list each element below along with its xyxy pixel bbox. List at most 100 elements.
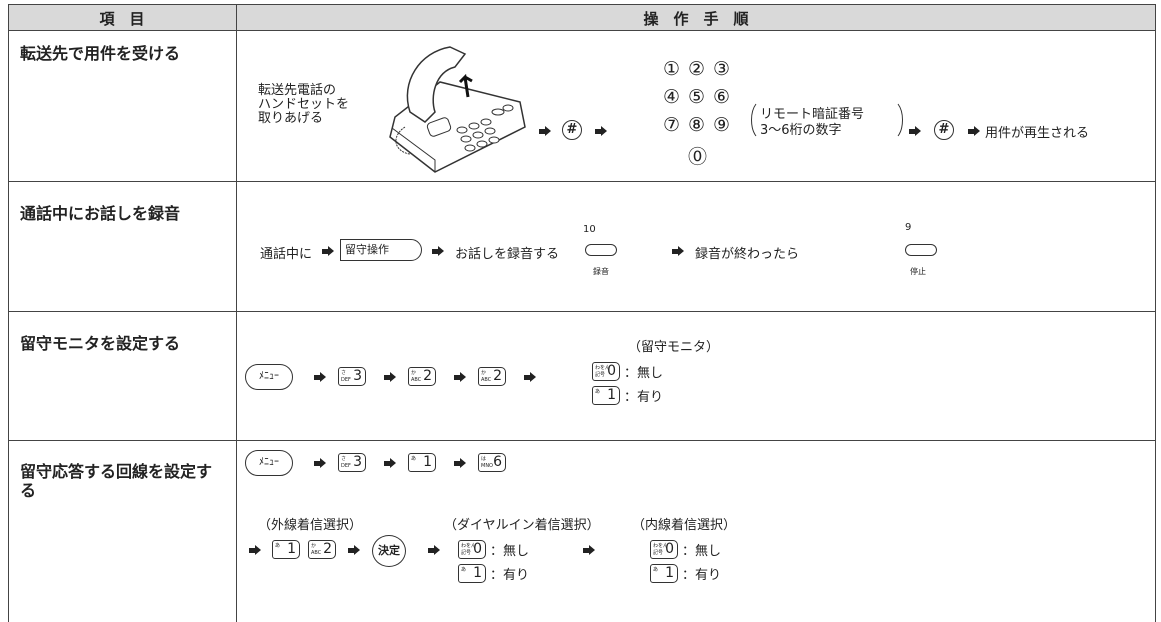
key-main: 2 bbox=[323, 541, 332, 557]
key-sub: MNO bbox=[481, 463, 493, 469]
text: ：無し bbox=[490, 544, 530, 559]
digit: ⑧ bbox=[688, 114, 706, 136]
key-main: 0 bbox=[665, 541, 674, 557]
row-label: 通話中にお話しを録音 bbox=[20, 204, 181, 223]
key-sub: 記号 bbox=[653, 550, 664, 556]
text: 録音が終わったら bbox=[695, 247, 800, 262]
text: 通話中に bbox=[260, 247, 313, 262]
digit: ① bbox=[663, 58, 681, 80]
header-bg bbox=[8, 4, 1155, 30]
row-divider bbox=[8, 181, 1155, 182]
digit: ⑨ bbox=[713, 114, 731, 136]
key-main: 3 bbox=[353, 368, 362, 384]
stop-button bbox=[905, 244, 937, 256]
text: ハンドセットを bbox=[258, 97, 350, 112]
row-label: 留守モニタを設定する bbox=[20, 334, 181, 353]
row-divider bbox=[8, 30, 1155, 31]
row-divider bbox=[8, 311, 1155, 312]
key: は MNO 6 bbox=[478, 453, 506, 472]
text: 停止 bbox=[910, 267, 926, 276]
digit: ⓪ bbox=[688, 146, 708, 168]
hash-key: # bbox=[562, 120, 582, 140]
key-main: 0 bbox=[473, 541, 482, 557]
text: （内線着信選択） bbox=[632, 518, 737, 533]
digit: ⑦ bbox=[663, 114, 681, 136]
key-main: 1 bbox=[473, 565, 482, 581]
key-kana: あ bbox=[411, 456, 417, 462]
menu-key: ﾒﾆｭｰ bbox=[245, 450, 293, 476]
row-divider bbox=[8, 440, 1155, 441]
header-item: 項 目 bbox=[99, 10, 145, 28]
key-kana: あ bbox=[275, 543, 281, 549]
key: さ DEF 3 bbox=[338, 453, 366, 472]
function-key: 留守操作 bbox=[340, 239, 422, 261]
key: さ DEF 3 bbox=[338, 367, 366, 386]
text: 用件が再生される bbox=[985, 126, 1090, 141]
key-sub: ABC bbox=[311, 550, 322, 556]
digit: ⑥ bbox=[713, 86, 731, 108]
col-divider bbox=[236, 4, 237, 622]
digit: ② bbox=[688, 58, 706, 80]
key-kana: か bbox=[411, 370, 417, 376]
key-sub: 記号 bbox=[461, 550, 472, 556]
key-sub: 記号 bbox=[595, 372, 606, 378]
key-sub: DEF bbox=[341, 463, 351, 469]
header-procedure: 操 作 手 順 bbox=[643, 10, 749, 28]
text: 録音 bbox=[593, 267, 609, 276]
text: ：無し bbox=[624, 366, 664, 381]
text: 10 bbox=[583, 224, 596, 235]
key-main: 2 bbox=[493, 368, 502, 384]
key-sub: DEF bbox=[341, 377, 351, 383]
key: わをん 記号 0 bbox=[650, 540, 678, 559]
text: リモート暗証番号 bbox=[760, 107, 865, 122]
digit: ⑤ bbox=[688, 86, 706, 108]
key-kana: は bbox=[481, 456, 487, 462]
note-brackets bbox=[751, 103, 903, 137]
key-main: 2 bbox=[423, 368, 432, 384]
text: （外線着信選択） bbox=[258, 518, 363, 533]
digit: ③ bbox=[713, 58, 731, 80]
text: （留守モニタ） bbox=[628, 340, 720, 355]
rec-button bbox=[585, 244, 617, 256]
text: お話しを録音する bbox=[455, 247, 560, 262]
key: か ABC 2 bbox=[308, 540, 336, 559]
key-kana: さ bbox=[341, 370, 347, 376]
key-main: 1 bbox=[607, 387, 616, 403]
table-border bbox=[8, 4, 1156, 622]
row-label: 留守応答する回線を設定する bbox=[20, 462, 213, 500]
key: か ABC 2 bbox=[478, 367, 506, 386]
hash-key: # bbox=[934, 120, 954, 140]
key-kana: あ bbox=[653, 567, 659, 573]
text: 3〜6桁の数字 bbox=[760, 123, 842, 138]
phone-illustration bbox=[389, 46, 526, 173]
key-kana: か bbox=[481, 370, 487, 376]
text: ：無し bbox=[682, 544, 722, 559]
key-sub: ABC bbox=[481, 377, 492, 383]
key-sub: ABC bbox=[411, 377, 422, 383]
row-label: 転送先で用件を受ける bbox=[20, 44, 181, 63]
key-main: 1 bbox=[423, 454, 432, 470]
key-kana: わをん bbox=[461, 543, 477, 549]
key-kana: か bbox=[311, 543, 317, 549]
key-kana: わをん bbox=[653, 543, 669, 549]
text: （ダイヤルイン着信選択） bbox=[444, 518, 600, 533]
key-main: 3 bbox=[353, 454, 362, 470]
key-main: 1 bbox=[665, 565, 674, 581]
text: ：有り bbox=[490, 568, 530, 583]
key-kana: あ bbox=[595, 389, 601, 395]
key: わをん 記号 0 bbox=[592, 362, 620, 381]
key: わをん 記号 0 bbox=[458, 540, 486, 559]
text: ：有り bbox=[624, 390, 664, 405]
text: 取りあげる bbox=[258, 111, 324, 126]
text: ：有り bbox=[682, 568, 722, 583]
key-main: 0 bbox=[607, 363, 616, 379]
key-kana: わをん bbox=[595, 365, 611, 371]
enter-key: 決定 bbox=[372, 535, 406, 567]
text: 転送先電話の bbox=[258, 83, 337, 98]
digit: ④ bbox=[663, 86, 681, 108]
